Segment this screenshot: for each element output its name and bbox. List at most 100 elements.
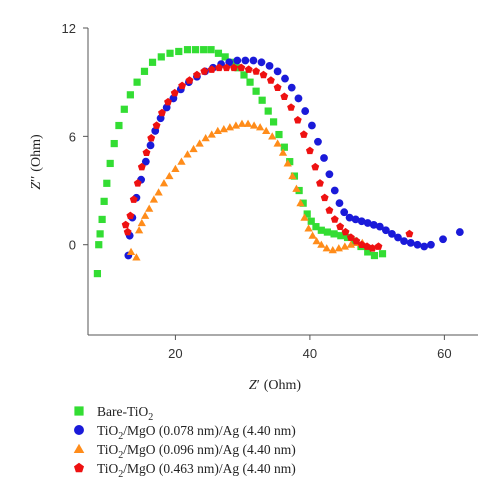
data-point [275,130,283,139]
data-point [192,70,201,79]
data-point [237,63,246,72]
data-point [262,126,271,135]
data-point [264,107,272,115]
data-point [325,170,334,179]
y-axis-prime: ′′ [29,176,44,182]
data-point [252,87,260,95]
data-point [147,134,156,142]
data-point [178,81,187,90]
data-point [308,231,317,239]
data-point [246,78,254,86]
data-point [215,63,224,72]
data-point [95,241,103,249]
data-point [126,91,134,99]
data-point [352,236,361,245]
data-point [240,71,248,79]
data-point [346,233,355,241]
data-point [191,46,200,54]
x-axis-label: Z′ (Ohm) [249,378,302,393]
data-point [394,233,402,242]
data-point [137,162,146,171]
data-point [249,121,259,129]
data-point [388,229,396,238]
data-point [156,114,165,123]
legend-item: TiO2/MgO (0.078 nm)/Ag (4.40 nm) [74,423,296,442]
axis-ticks: 20 40 60 0 6 12 [62,21,452,361]
data-point [214,49,223,57]
data-point [257,58,266,67]
data-point [374,242,383,250]
y-axis-unit: (Ohm) [29,134,44,172]
data-point [273,67,282,76]
data-point [103,179,111,187]
data-point [364,248,372,256]
data-point [405,229,414,238]
data-point [259,70,268,79]
data-point [93,270,102,278]
data-point [330,186,339,195]
data-point [189,144,198,153]
data-point [400,237,408,245]
data-point [243,119,253,127]
data-point [165,171,174,180]
data-point [305,146,314,155]
data-point [231,121,241,129]
data-point [330,215,339,223]
data-point [252,67,261,75]
data-point [287,103,296,111]
data-point [151,127,160,135]
data-point [222,63,231,72]
data-point [334,244,343,252]
legend-marker [73,462,85,473]
data-point [159,179,169,187]
data-point [265,62,274,70]
data-point [320,154,328,162]
x-axis-symbol: Z [249,378,257,393]
data-point [221,53,229,61]
data-point [195,139,204,147]
data-point [110,139,118,148]
data-point [141,157,150,166]
axis-labels: Z′ (Ohm) Z′′(Ohm) [29,134,301,393]
data-point [308,121,316,130]
data-point [368,244,377,252]
data-point [381,226,390,235]
x-tick-label: 60 [437,346,451,361]
data-point [115,121,123,130]
data-point [336,222,345,230]
data-point [312,236,321,245]
data-point [335,199,344,208]
data-point [337,232,345,240]
data-point [207,46,215,54]
data-point [299,130,308,138]
series-1 [93,46,387,278]
x-tick-label: 20 [168,346,182,361]
data-point [129,195,138,203]
data-point [281,74,289,83]
data-point [283,159,292,167]
data-point [177,157,186,165]
data-point [175,47,183,56]
data-point [244,65,253,73]
data-point [132,253,141,261]
y-tick-label: 0 [69,238,76,253]
data-point [123,227,132,236]
data-point [162,103,171,112]
y-axis-symbol: Z [29,182,44,190]
legend-item: Bare-TiO2 [74,404,153,423]
data-point [288,171,297,180]
data-point [201,134,210,142]
data-point [273,83,282,91]
data-point [293,115,302,124]
data-point [120,105,128,113]
data-point [219,124,228,133]
data-point [137,218,146,227]
data-point [340,242,350,250]
data-point [317,226,325,234]
data-point [183,46,192,54]
data-point [316,179,324,187]
data-point [420,242,429,251]
data-point [241,56,250,65]
